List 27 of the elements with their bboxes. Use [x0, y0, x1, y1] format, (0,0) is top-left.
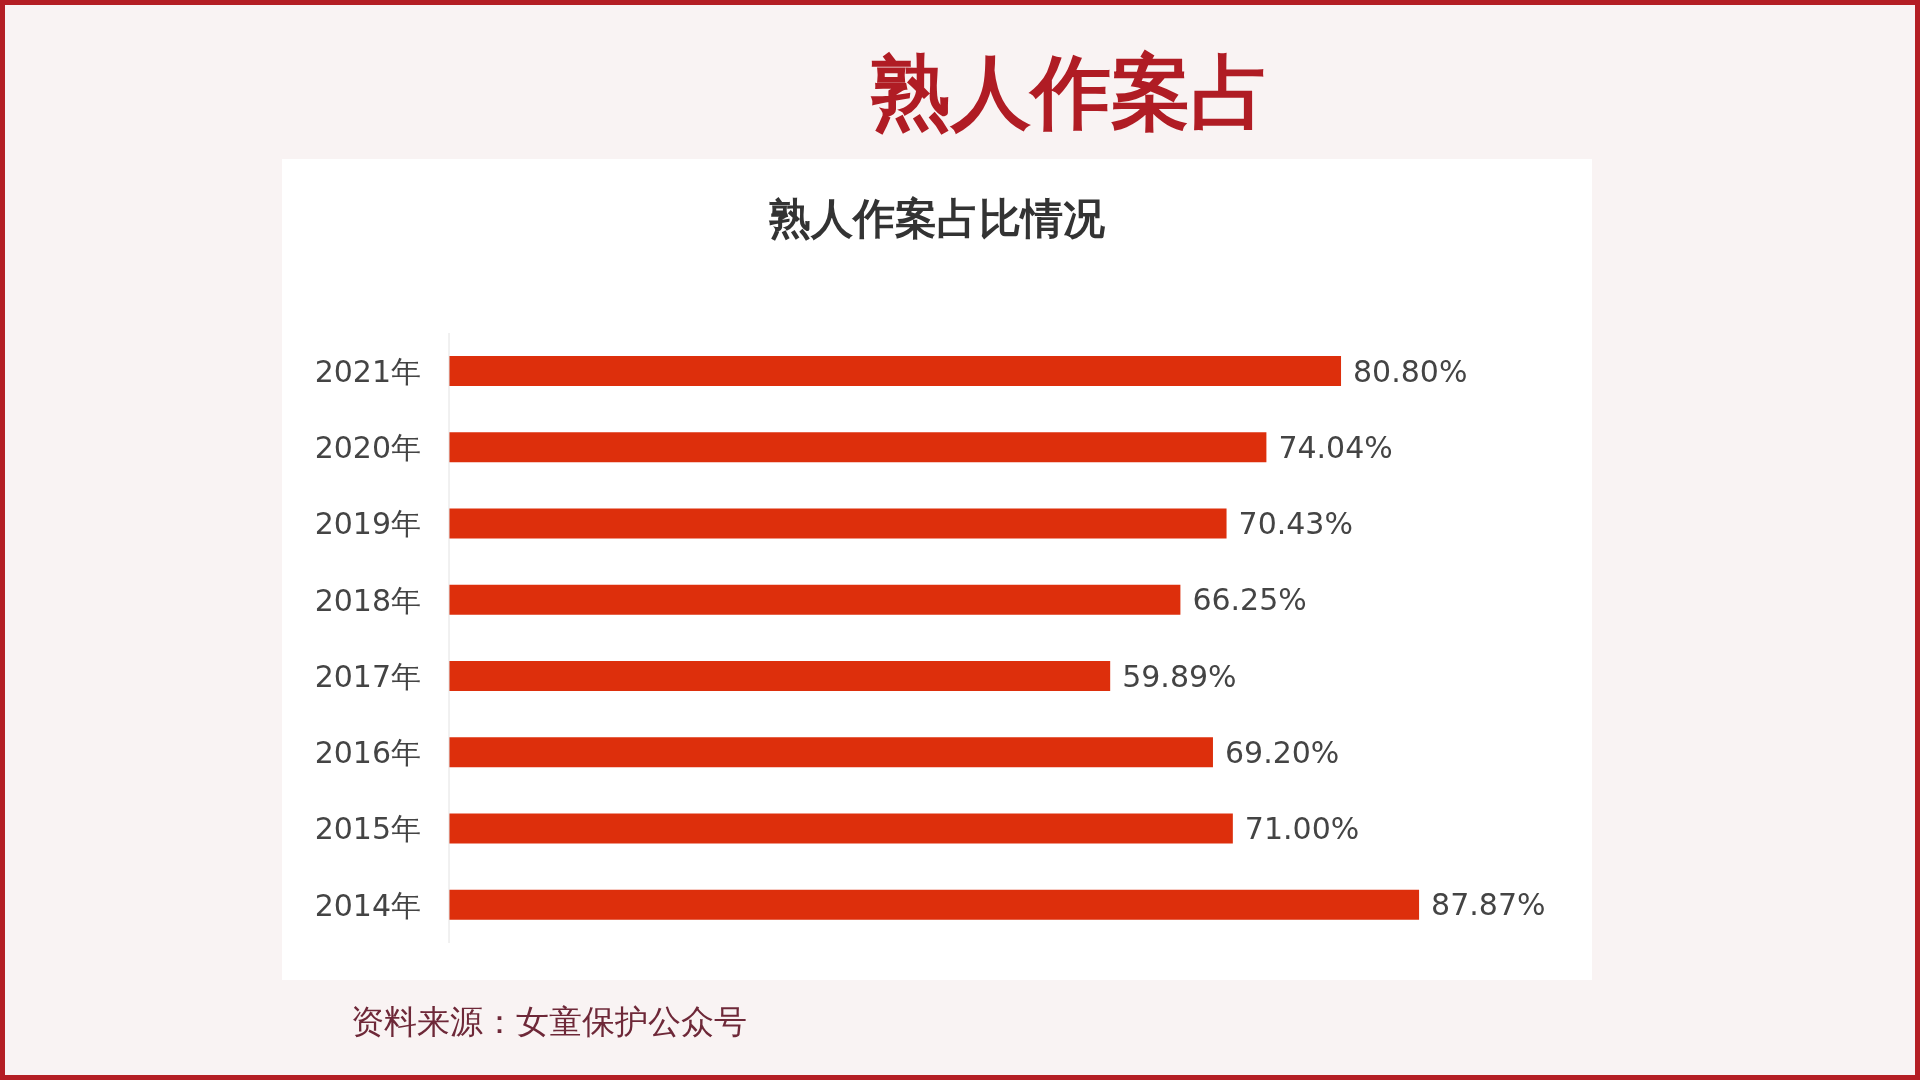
data-label: 66.25% — [1192, 582, 1307, 618]
data-label: 87.87% — [1431, 887, 1546, 923]
data-label: 70.43% — [1238, 506, 1353, 542]
data-label: 80.80% — [1353, 353, 1468, 389]
y-tick-label: 2014年 — [314, 887, 421, 923]
data-label: 71.00% — [1244, 811, 1360, 847]
y-tick-label: 2015年 — [314, 811, 421, 847]
bar — [449, 813, 1233, 844]
bar — [449, 508, 1227, 539]
bar — [449, 737, 1213, 768]
bar — [449, 432, 1267, 463]
y-tick-label: 2021年 — [314, 353, 421, 389]
y-tick-label: 2016年 — [314, 735, 421, 771]
y-tick-label: 2020年 — [314, 430, 421, 466]
bar — [449, 661, 1111, 691]
data-label: 59.89% — [1122, 658, 1237, 694]
data-label: 69.20% — [1224, 734, 1340, 770]
y-tick-label: 2019年 — [314, 506, 421, 542]
y-tick-label: 2018年 — [314, 582, 421, 618]
bar — [449, 889, 1420, 920]
data-label: 74.04% — [1278, 429, 1393, 465]
text: 资料来源：女童保护公众号 — [351, 1003, 747, 1042]
y-tick-label: 2017年 — [314, 658, 421, 694]
text: 熟人作案占 — [871, 48, 1271, 139]
chart-title: 熟人作案占比情况 — [768, 193, 1106, 245]
bar — [449, 356, 1342, 386]
bar — [449, 584, 1181, 615]
